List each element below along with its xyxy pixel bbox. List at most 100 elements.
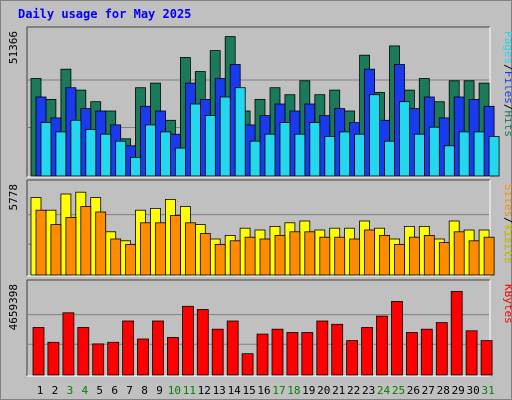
x-tick-label-day-28: 28 <box>437 384 450 397</box>
x-tick-label-day-1: 1 <box>37 384 44 397</box>
legend-entry-separator: / <box>502 217 512 224</box>
bar-kbytes-day-27 <box>420 328 433 376</box>
bar-sites-day-26 <box>408 236 420 276</box>
x-tick-label-day-29: 29 <box>452 384 465 397</box>
x-tick-label-day-8: 8 <box>141 384 148 397</box>
bar-pages-day-6 <box>115 140 127 177</box>
bar-kbytes-day-31 <box>480 340 493 376</box>
bar-kbytes-day-26 <box>405 332 418 376</box>
legend-entry-hits: Hits <box>502 111 512 138</box>
legend-entry-sites: Sites <box>502 184 512 217</box>
panel-1-ymax-label: 5778 <box>7 184 20 211</box>
bar-pages-day-9 <box>160 131 171 177</box>
bar-pages-day-14 <box>234 87 246 177</box>
x-tick-label-day-2: 2 <box>52 384 59 397</box>
bar-sites-day-15 <box>244 236 256 276</box>
legend-entry-kbytes: KBytes <box>502 284 512 324</box>
legend-entry-pages: Pages <box>502 31 512 64</box>
bar-kbytes-day-17 <box>271 328 284 376</box>
bar-sites-day-10 <box>169 215 181 276</box>
bar-kbytes-day-1 <box>32 327 45 376</box>
bar-pages-day-19 <box>309 122 321 177</box>
x-tick-label-day-19: 19 <box>302 384 315 397</box>
bar-pages-day-28 <box>443 145 455 177</box>
bar-sites-day-21 <box>334 236 346 276</box>
panel-2-series-legend: KBytes <box>502 284 512 324</box>
bar-kbytes-day-3 <box>62 312 75 376</box>
bar-sites-day-5 <box>95 211 107 276</box>
bar-kbytes-day-22 <box>346 340 359 376</box>
bar-sites-day-22 <box>349 238 361 276</box>
x-tick-label-day-10: 10 <box>168 384 181 397</box>
bar-kbytes-day-15 <box>241 353 254 376</box>
bar-sites-day-27 <box>423 234 435 276</box>
bar-kbytes-day-5 <box>92 343 105 376</box>
x-tick-label-day-30: 30 <box>466 384 479 397</box>
bar-sites-day-29 <box>453 231 465 276</box>
chart-title: Daily usage for May 2025 <box>18 7 192 21</box>
bar-sites-day-8 <box>140 222 151 276</box>
bar-pages-day-8 <box>145 124 156 177</box>
x-tick-label-day-6: 6 <box>111 384 118 397</box>
bar-sites-day-1 <box>35 209 47 276</box>
bar-pages-day-15 <box>249 140 261 177</box>
legend-entry-separator: / <box>502 64 512 71</box>
legend-entry-separator: / <box>502 104 512 111</box>
bar-sites-day-13 <box>214 243 226 276</box>
bar-sites-day-3 <box>65 216 77 276</box>
bar-sites-day-19 <box>304 231 316 276</box>
x-tick-label-day-21: 21 <box>332 384 345 397</box>
bar-kbytes-day-29 <box>450 291 463 376</box>
bar-sites-day-18 <box>289 231 301 276</box>
x-tick-label-day-27: 27 <box>422 384 435 397</box>
bar-kbytes-day-12 <box>196 309 209 376</box>
bar-kbytes-day-16 <box>256 333 269 376</box>
bar-pages-day-17 <box>279 122 291 177</box>
bar-sites-day-4 <box>80 206 92 276</box>
bar-pages-day-4 <box>85 129 97 177</box>
bar-kbytes-day-25 <box>391 300 403 376</box>
x-tick-label-day-23: 23 <box>362 384 375 397</box>
x-tick-label-day-5: 5 <box>96 384 103 397</box>
x-tick-label-day-31: 31 <box>481 384 494 397</box>
bar-kbytes-day-9 <box>152 320 164 376</box>
bar-pages-day-27 <box>428 126 440 177</box>
x-tick-label-day-16: 16 <box>257 384 270 397</box>
x-tick-label-day-13: 13 <box>213 384 226 397</box>
bar-pages-day-12 <box>204 115 216 177</box>
x-tick-label-day-25: 25 <box>392 384 405 397</box>
bar-kbytes-day-20 <box>316 320 329 376</box>
bar-sites-day-17 <box>274 234 286 276</box>
bar-pages-day-2 <box>55 131 67 177</box>
bar-sites-day-28 <box>438 242 450 276</box>
x-tick-label-day-11: 11 <box>183 384 196 397</box>
bar-sites-day-12 <box>199 233 211 276</box>
x-tick-label-day-24: 24 <box>377 384 391 397</box>
bar-kbytes-day-21 <box>331 323 344 376</box>
panel-0-series-legend: Pages/Files/Hits <box>502 31 512 137</box>
bar-kbytes-day-4 <box>77 327 90 376</box>
x-tick-label-day-20: 20 <box>317 384 330 397</box>
bar-pages-day-21 <box>339 131 351 177</box>
x-tick-label-day-3: 3 <box>67 384 74 397</box>
bar-sites-day-7 <box>125 243 136 276</box>
bar-pages-day-13 <box>219 96 231 177</box>
bar-pages-day-11 <box>189 103 201 177</box>
bar-pages-day-20 <box>324 136 336 177</box>
x-tick-label-day-7: 7 <box>126 384 133 397</box>
bar-sites-day-14 <box>229 240 241 276</box>
bar-sites-day-24 <box>379 234 390 276</box>
bar-kbytes-day-19 <box>301 332 314 376</box>
panel-0-ymax-label: 51366 <box>7 31 20 64</box>
bar-kbytes-day-8 <box>137 338 149 376</box>
x-tick-label-day-9: 9 <box>156 384 163 397</box>
bar-pages-day-30 <box>473 131 485 177</box>
bar-kbytes-day-6 <box>107 341 120 376</box>
bar-sites-day-30 <box>468 240 480 276</box>
bar-pages-day-29 <box>458 131 470 177</box>
bar-pages-day-10 <box>174 147 186 177</box>
panel-2-ymax-label: 4659398 <box>7 284 20 330</box>
x-tick-label-day-26: 26 <box>407 384 420 397</box>
bar-kbytes-day-18 <box>286 332 299 376</box>
bar-pages-day-16 <box>264 133 276 177</box>
